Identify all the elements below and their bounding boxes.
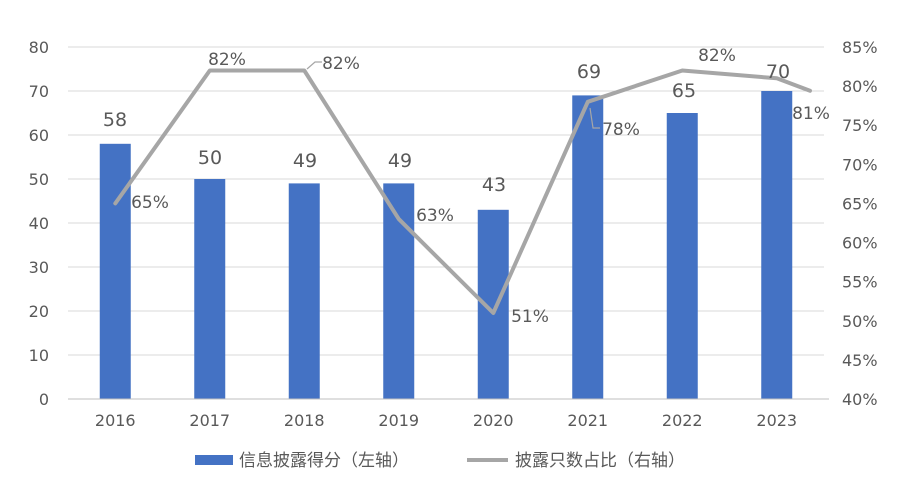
right-axis-tick-label: 80%: [842, 77, 878, 96]
line-data-label: 78%: [602, 120, 640, 140]
gridlines: [68, 46, 824, 356]
left-axis-tick-label: 10: [29, 346, 49, 365]
x-axis-category-label: 2019: [378, 411, 419, 430]
legend-line-label: 披露只数占比（右轴）: [515, 451, 685, 471]
bar-data-labels: 58 50 49 49 43 69 65 70: [103, 61, 790, 196]
left-axis-tick-label: 70: [29, 82, 49, 101]
left-axis-tick-label: 60: [29, 126, 49, 145]
bar: [99, 143, 131, 399]
bar-data-label: 50: [198, 147, 222, 169]
line-data-label: 81%: [792, 104, 830, 124]
bar-data-label: 70: [766, 61, 790, 83]
x-axis-category-label: 2016: [95, 411, 136, 430]
right-axis-tick-label: 65%: [842, 194, 878, 213]
right-axis-tick-label: 85%: [842, 38, 878, 57]
left-axis-tick-label: 40: [29, 214, 49, 233]
x-axis-category-label: 2018: [284, 411, 325, 430]
right-axis-tick-label: 45%: [842, 351, 878, 370]
bar-data-label: 69: [577, 61, 601, 83]
bar: [572, 95, 604, 400]
x-axis-category-label: 2021: [567, 411, 608, 430]
bar-data-label: 58: [103, 109, 127, 131]
bar: [194, 179, 226, 399]
right-axis-tick-label: 50%: [842, 312, 878, 331]
left-axis-tick-label: 80: [29, 38, 49, 57]
bar: [288, 183, 320, 399]
line-data-label: 82%: [698, 46, 736, 66]
right-axis-tick-label: 60%: [842, 234, 878, 253]
x-axis-category-label: 2023: [756, 411, 797, 430]
right-y-axis: 40% 45% 50% 55% 60% 65% 70% 75% 80% 85%: [842, 38, 878, 409]
legend-bar-label: 信息披露得分（左轴）: [239, 451, 409, 471]
right-axis-tick-label: 40%: [842, 390, 878, 409]
left-axis-tick-label: 50: [29, 170, 49, 189]
line-data-labels: 65% 82% 82% 63% 51% 78% 82% 81%: [131, 46, 830, 327]
right-axis-tick-label: 70%: [842, 155, 878, 174]
left-axis-tick-label: 0: [39, 390, 49, 409]
x-axis-category-label: 2017: [189, 411, 230, 430]
leader-line: [589, 107, 600, 129]
leader-line: [306, 61, 322, 70]
line-series: [113, 61, 812, 315]
left-axis-tick-label: 20: [29, 302, 49, 321]
bar: [761, 91, 793, 399]
bar-data-label: 43: [482, 174, 506, 196]
line-data-label: 65%: [131, 193, 169, 213]
legend: 信息披露得分（左轴） 披露只数占比（右轴）: [195, 451, 685, 471]
bar: [666, 113, 698, 399]
bar-data-label: 49: [293, 150, 317, 172]
line-data-label: 63%: [416, 206, 454, 226]
bar-series: [99, 91, 793, 400]
right-axis-tick-label: 55%: [842, 273, 878, 292]
line-data-label: 82%: [208, 50, 246, 70]
line-data-label: 51%: [511, 307, 549, 327]
right-axis-tick-label: 75%: [842, 116, 878, 135]
bar-data-label: 65: [672, 80, 696, 102]
left-y-axis: 0 10 20 30 40 50 60 70 80: [29, 38, 49, 409]
x-axis-category-label: 2020: [473, 411, 514, 430]
legend-bar-swatch: [195, 455, 233, 465]
line-data-label: 82%: [322, 54, 360, 74]
line-series-path: [113, 68, 812, 315]
bar-data-label: 49: [388, 150, 412, 172]
x-axis: 2016 2017 2018 2019 2020 2021 2022 2023: [68, 398, 829, 430]
x-axis-category-label: 2022: [662, 411, 703, 430]
left-axis-tick-label: 30: [29, 258, 49, 277]
